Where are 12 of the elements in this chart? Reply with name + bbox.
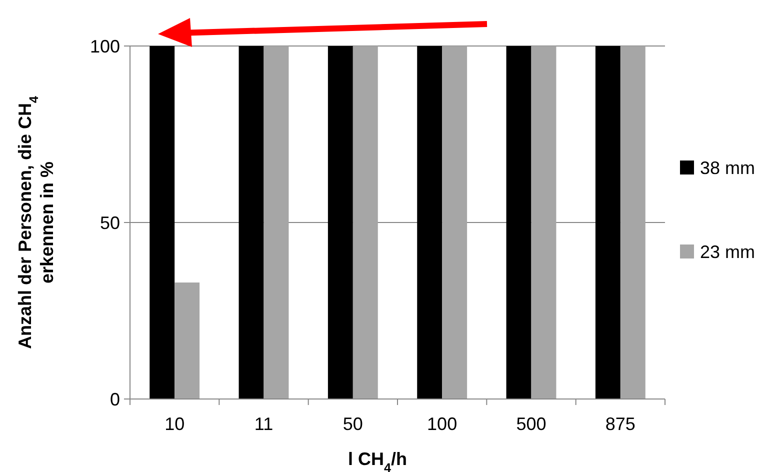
x-axis-title: l CH$_{4}$/h: [348, 449, 408, 472]
legend-label: 23 mm: [700, 242, 756, 262]
y-tick-label: 100: [90, 36, 120, 56]
x-tick-label: 11: [254, 414, 274, 434]
x-tick-label: 10: [164, 414, 185, 434]
x-tick-label: 50: [342, 414, 363, 434]
legend-label: 38 mm: [700, 158, 756, 178]
x-tick-label: 500: [516, 414, 546, 434]
y-tick-label: 50: [100, 212, 120, 233]
x-tick-label: 100: [427, 414, 458, 434]
y-tick-label: 0: [110, 389, 120, 410]
x-tick-label: 875: [605, 414, 636, 434]
